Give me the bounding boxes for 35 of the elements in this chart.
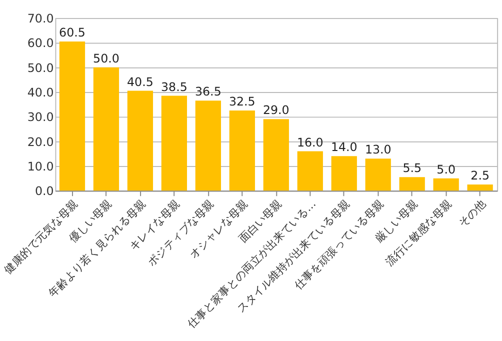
x-tick-label: その他 [456, 197, 488, 230]
data-label: 5.5 [402, 161, 422, 176]
y-tick-label: 60.0 [27, 36, 54, 50]
bar [467, 184, 493, 191]
bar [161, 96, 188, 191]
bar [433, 178, 459, 191]
data-label: 38.5 [161, 80, 188, 94]
bar [263, 119, 289, 191]
y-tick-label: 40.0 [27, 85, 54, 100]
bar [59, 41, 86, 191]
data-label: 5.0 [436, 162, 456, 176]
bar [331, 156, 357, 191]
data-label: 13.0 [364, 142, 392, 157]
bar [195, 100, 221, 191]
bar [127, 90, 154, 191]
data-label: 2.5 [470, 168, 490, 183]
bar [297, 151, 323, 191]
data-label: 60.5 [59, 26, 86, 40]
y-tick-label: 10.0 [27, 159, 54, 174]
y-tick-label: 50.0 [27, 60, 54, 75]
bar [229, 110, 255, 191]
data-label: 32.5 [228, 94, 256, 109]
data-label: 36.5 [195, 84, 222, 99]
y-tick-label: 20.0 [27, 134, 54, 149]
y-tick-label: 0.0 [34, 184, 54, 198]
data-label: 40.5 [127, 74, 154, 89]
bar [93, 67, 120, 191]
bar [365, 158, 391, 191]
y-tick-label: 30.0 [27, 110, 54, 124]
bar [399, 177, 425, 191]
data-label: 14.0 [330, 140, 358, 154]
y-tick-label: 70.0 [27, 12, 54, 26]
data-label: 16.0 [296, 135, 324, 150]
data-label: 29.0 [262, 103, 290, 118]
data-label: 50.0 [93, 51, 120, 66]
